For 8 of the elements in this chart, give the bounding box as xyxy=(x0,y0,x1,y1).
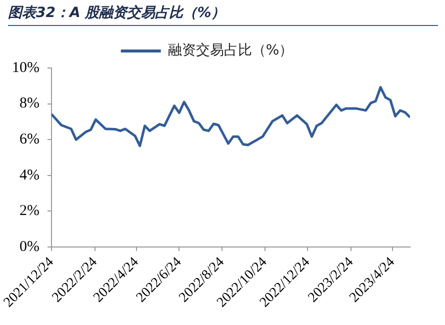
chart-title: 图表32：A 股融资交易占比（%） xyxy=(8,4,438,26)
y-tick-label: 0% xyxy=(19,238,40,255)
y-tick-label: 8% xyxy=(19,96,40,112)
legend-label: 融资交易占比（%） xyxy=(168,42,294,59)
y-tick-label: 10% xyxy=(12,60,40,76)
y-tick-label: 4% xyxy=(19,167,40,184)
y-tick-label: 6% xyxy=(19,132,40,148)
y-tick-label: 2% xyxy=(19,203,40,220)
